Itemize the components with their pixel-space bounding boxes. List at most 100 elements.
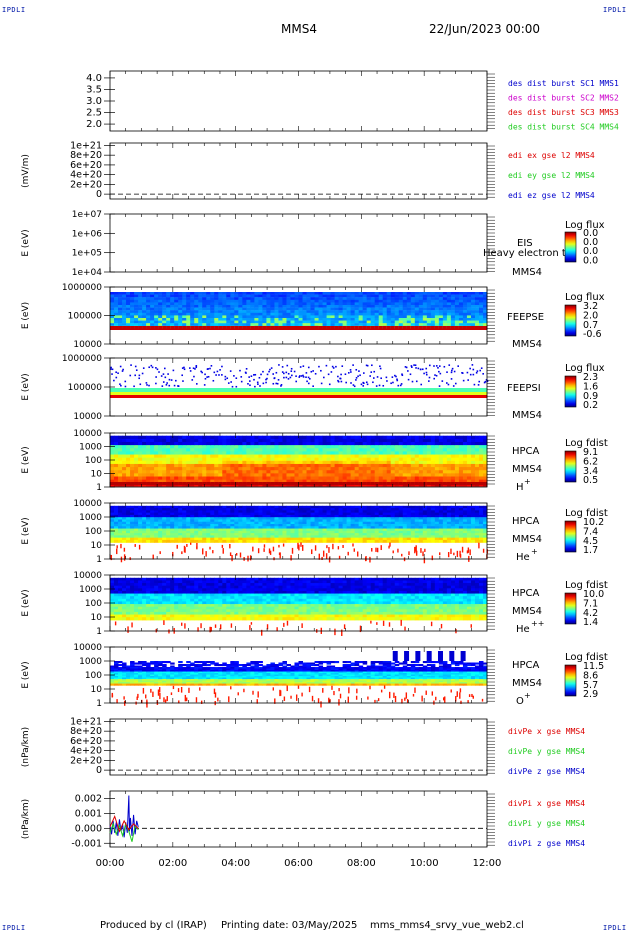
panel-6-colorbar-label: 6.2 [583,456,598,467]
panel-8-species-label: He [516,624,530,635]
panel-8-ylabel: E (eV) [21,589,31,616]
footer-produced-by: Produced by cl (IRAP) [100,920,207,931]
panel-8-ytick-label: 1000 [79,585,102,595]
panel-1-ytick-label: 3.5 [86,84,102,95]
panel-5-colorbar-title: Log flux [565,363,605,374]
panel-5-ytick-label: 10000 [73,412,102,422]
panel-6-ytick-label: 10000 [73,429,102,439]
panel-3-instrument-label: EIS [517,238,533,249]
panel-5-colorbar-label: 1.6 [583,381,598,392]
panel-10-ytick-label: 4e+20 [70,746,102,757]
panel-4-colorbar-label: 2.0 [583,310,598,321]
panel-9-colorbar-title: Log fdist [565,652,608,663]
panel-3-colorbar-label: 0.0 [583,246,598,257]
panel-9-colorbar [564,664,577,697]
panel-1-ytick-label: 3.0 [86,96,102,107]
panel-7-colorbar [564,520,577,553]
panel-8-colorbar-label: 1.4 [583,617,598,628]
panel-5-ytick-label: 100000 [68,383,103,393]
panel-9-colorbar-label: 11.5 [583,661,604,672]
panel-3-colorbar [564,231,577,263]
panel-5-spacecraft-label: MMS4 [512,410,542,421]
panel-10-ylabel: (nPa/km) [21,727,31,767]
panel-8-ytick-label: 100 [85,599,102,609]
panel-9-species-label: O [516,696,524,707]
panel-1-frame [109,70,488,132]
footer-script-name: mms_mms4_srvy_vue_web2.cl [370,920,524,931]
panel-11-ylabel: (nPa/km) [21,799,31,839]
panel-6-spectrogram [110,435,488,487]
panel-10-legend-entry: divPe z gse MMS4 [508,767,585,776]
panel-2-ytick-label: 0 [96,189,102,200]
time-axis-tick-label: 04:00 [221,858,250,869]
panel-5-ylabel: E (eV) [21,373,31,400]
panel-8-colorbar-label: 7.1 [583,598,598,609]
panel-11-legend-entry: divPi y gse MMS4 [508,819,585,828]
panel-1-ytick-label: 2.5 [86,108,102,119]
panel-8-colorbar-title: Log fdist [565,580,608,591]
panel-6-colorbar [564,450,577,483]
panel-4-instrument-label: FEEPSE [507,312,544,323]
panel-9-ytick-label: 1 [96,699,102,709]
panel-3-colorbar-label: 0.0 [583,228,598,239]
panel-3-colorbar-label: 0.0 [583,255,598,266]
panel-10-ytick-label: 1e+21 [70,716,102,727]
panel-6-instrument-label: HPCA [512,446,540,457]
panel-1-legend-entry: des dist burst SC4 MMS4 [508,123,619,132]
panel-3-ytick-label: 1e+04 [72,268,103,278]
panel-1-legend-entry: des dist burst SC1 MMS1 [508,79,619,88]
panel-5-instrument-label: FEEPSI [507,383,541,394]
panel-8-instrument-label: HPCA [512,588,540,599]
panel-9-charge-label: + [524,691,531,700]
panel-8-ytick-label: 10 [91,613,103,623]
panel-4-colorbar-title: Log flux [565,292,605,303]
corner-tag-bottom-left: IPDLI [2,924,26,932]
panel-7-colorbar-label: 7.4 [583,526,598,537]
time-axis-tick-label: 00:00 [96,858,125,869]
panel-3-ylabel: E (eV) [21,229,31,256]
panel-11-frame [109,790,488,848]
panel-2-ytick-label: 4e+20 [70,170,102,181]
panel-2-legend-entry: edi ex gse l2 MMS4 [508,151,595,160]
panel-2-ytick-label: 8e+20 [70,150,102,161]
panel-4-ytick-label: 1000000 [62,283,102,293]
panel-9-ytick-label: 1000 [79,657,102,667]
corner-tag-bottom-right: IPDLI [603,924,627,932]
panel-8-charge-label: ++ [531,619,544,628]
panel-7-species-label: He [516,552,530,563]
panel-8-colorbar-label: 10.0 [583,589,604,600]
panel-4-ytick-label: 100000 [68,312,103,322]
time-axis-tick-label: 10:00 [410,858,439,869]
panel-7-spectrogram [110,505,489,564]
panel-4-colorbar-label: 3.2 [583,301,598,312]
spacecraft-title: MMS4 [281,22,317,36]
panel-7-spacecraft-label: MMS4 [512,534,542,545]
panel-4-colorbar-label: 0.7 [583,320,598,331]
panel-8-spectrogram [110,577,488,636]
panel-5-colorbar [564,375,577,408]
panel-6-colorbar-label: 9.1 [583,447,598,458]
panel-7-ytick-label: 1 [96,555,102,565]
footer-printing-date: Printing date: 03/May/2025 [221,920,358,931]
panel-9-ytick-label: 10000 [73,643,102,653]
panel-10-ytick-label: 0 [96,765,102,776]
panel-3-frame [109,213,488,273]
panel-11-ytick-label: -0.001 [71,838,102,849]
time-axis-tick-label: 06:00 [284,858,313,869]
panel-10-ytick-label: 6e+20 [70,736,102,747]
panel-3-overlay-label: Heavy electron to [483,248,572,259]
panel-10-legend-entry: divPe x gse MMS4 [508,727,585,736]
panel-9-colorbar-label: 2.9 [583,689,598,700]
panel-9-instrument-label: HPCA [512,660,540,671]
panel-9-colorbar-label: 5.7 [583,680,598,691]
panel-4-colorbar-label: -0.6 [583,329,602,340]
panel-8-colorbar-label: 4.2 [583,608,598,619]
time-axis-tick-label: 12:00 [473,858,502,869]
panel-9-spacecraft-label: MMS4 [512,678,542,689]
panel-6-ytick-label: 1000 [79,443,102,453]
panel-3-ytick-label: 1e+05 [72,249,102,259]
panel-6-charge-label: + [524,477,531,486]
panel-8-ytick-label: 1 [96,627,102,637]
panel-3-spacecraft-label: MMS4 [512,267,542,278]
corner-tag-top-left: IPDLI [2,6,26,14]
